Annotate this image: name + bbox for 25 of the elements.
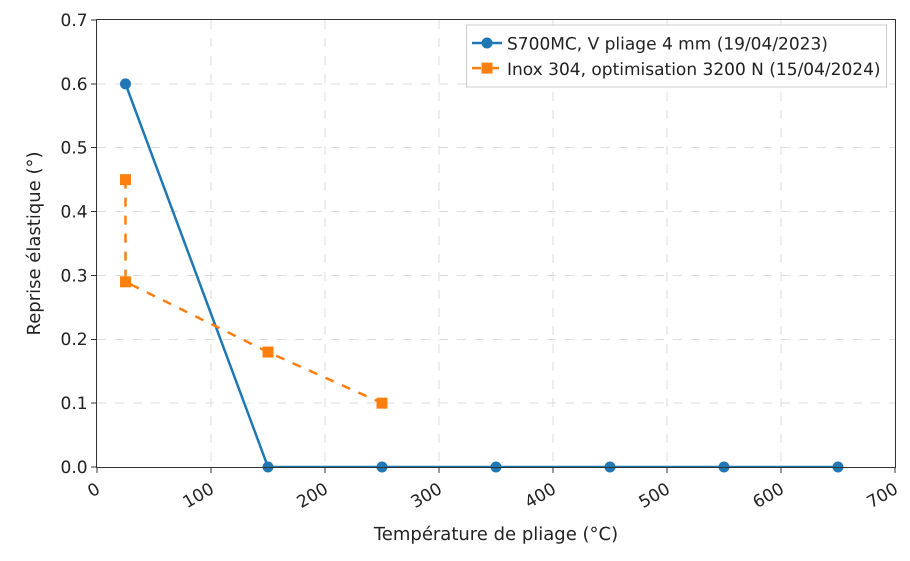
x-tick-label: 700 [864, 479, 902, 513]
y-tick-label: 0.0 [60, 458, 88, 478]
point [376, 398, 388, 409]
y-tick-label: 0.5 [60, 138, 88, 159]
point [262, 346, 274, 358]
x-axis-title: Température de pliage (°C) [372, 524, 618, 545]
x-tick-label: 500 [636, 479, 674, 513]
x-tick-label: 400 [522, 479, 560, 513]
x-tick-label: 600 [750, 479, 788, 513]
y-tick-label: 0.3 [60, 266, 88, 286]
y-tick-label: 0.2 [60, 330, 88, 350]
x-tick-label: 200 [294, 479, 332, 513]
y-tick-label: 0.6 [60, 74, 88, 95]
x-tick-label: 100 [180, 479, 218, 513]
point [120, 78, 131, 90]
x-tick-label: 300 [408, 479, 446, 513]
y-axis-title: Reprise élastique (°) [24, 152, 45, 336]
y-tick-label: 0.1 [60, 394, 88, 414]
legend-label: S700MC, V pliage 4 mm (19/04/2023) [507, 34, 828, 55]
point [120, 276, 131, 288]
y-tick-label: 0.7 [60, 10, 88, 31]
point [120, 174, 131, 186]
x-tick-label: 0 [84, 479, 104, 502]
y-tick-label: 0.4 [60, 202, 88, 223]
legend-label: Inox 304, optimisation 3200 N (15/04/2024) [507, 60, 881, 80]
